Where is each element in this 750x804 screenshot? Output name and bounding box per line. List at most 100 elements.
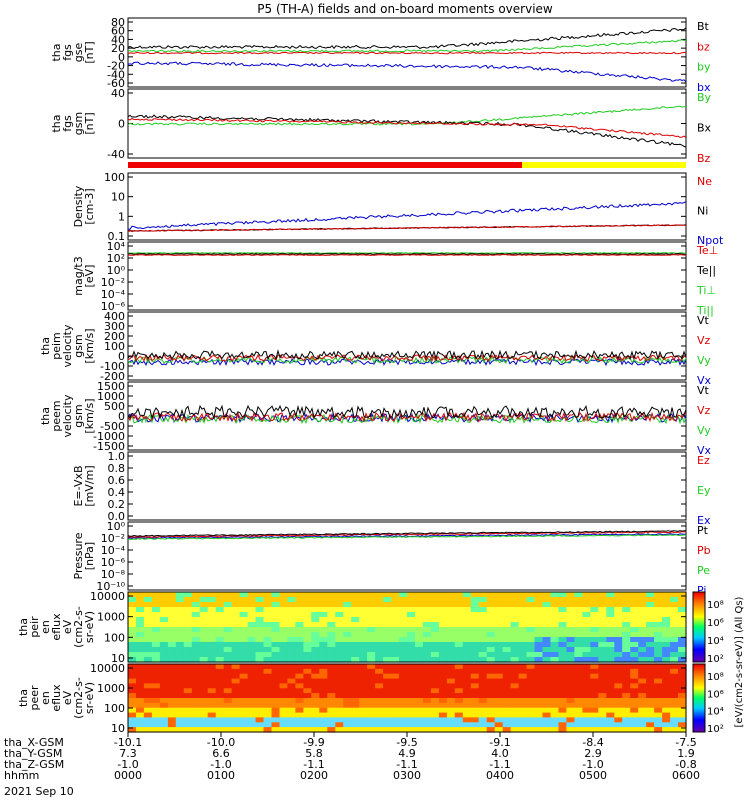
y-axis-label-line: sr-eV) xyxy=(83,682,96,714)
series-line-green xyxy=(127,252,687,254)
x-axis-row-label: hhmm xyxy=(4,769,39,782)
y-axis-label-line: [nT] xyxy=(83,112,96,134)
spectrogram-cells xyxy=(128,664,687,733)
y-tick-label: -200 xyxy=(100,370,125,383)
legend-Vz: Vz xyxy=(697,334,711,347)
y-tick-label: 1000 xyxy=(97,390,125,403)
y-axis-label-line: peem xyxy=(50,400,63,431)
y-axis-label-line: [cm-3] xyxy=(83,188,96,224)
legend-Vt: Vt xyxy=(697,384,710,397)
x-tick-label: -8.4 xyxy=(582,736,603,749)
panel-density: 100 10 1 0.1 Density[cm-3] Ne Ni Npot xyxy=(72,171,724,247)
y-tick-label: 200 xyxy=(104,330,125,343)
y-tick-label: 10⁰ xyxy=(107,520,126,533)
y-tick-label: 0.4 xyxy=(108,486,126,499)
date-label: 2021 Sep 10 xyxy=(4,785,74,798)
series-line-red xyxy=(127,224,687,232)
y-tick-label: 0.2 xyxy=(108,498,126,511)
y-tick-label: 0 xyxy=(118,410,125,423)
legend-Ni: Ni xyxy=(697,205,708,218)
y-tick-label: 10⁻⁴ xyxy=(101,544,126,557)
y-tick-label: -500 xyxy=(100,420,125,433)
y-tick-label: 100 xyxy=(104,340,125,353)
y-tick-label: 10⁻⁴ xyxy=(101,288,126,301)
y-tick-label: 10² xyxy=(107,252,125,265)
legend-Pb: Pb xyxy=(697,544,711,557)
colorbar-lower xyxy=(692,663,706,733)
series-line-blue xyxy=(127,201,687,230)
y-axis-label-line: [nT] xyxy=(83,41,96,63)
y-axis-label-line: [km/s] xyxy=(83,328,96,363)
x-tick-label: -1.1 xyxy=(489,758,510,771)
series-line-blue xyxy=(127,533,686,539)
panel-peer-spectrogram: 10000 1000 100 10 thapeerenefluxeV(cm2-s-sr-… xyxy=(17,662,687,735)
y-axis-label-line: gsm xyxy=(72,334,85,357)
y-tick-label: 0.6 xyxy=(108,474,126,487)
legend-Ti⊥: Ti⊥ xyxy=(696,284,716,297)
y-tick-label: 10⁻⁸ xyxy=(101,568,126,581)
x-tick-label: 5.8 xyxy=(305,747,323,760)
legend-Pi: Pi xyxy=(697,584,706,597)
x-tick-label: 0000 xyxy=(114,769,142,782)
x-tick-label: 4.9 xyxy=(398,747,416,760)
y-tick-label: 10⁻¹⁰ xyxy=(96,580,125,593)
legend-Ex: Ex xyxy=(697,514,711,527)
legend-Bz: Bz xyxy=(697,152,711,165)
y-axis-label-line: gse xyxy=(72,43,85,63)
panel-frame xyxy=(127,311,687,381)
series-line-blue xyxy=(127,61,687,83)
y-axis-label-line: [nPa] xyxy=(83,542,96,570)
x-tick-label: 2.9 xyxy=(584,747,602,760)
y-tick-label: 100 xyxy=(104,631,125,644)
y-tick-label: -1000 xyxy=(93,430,125,443)
y-tick-label: -100 xyxy=(100,360,125,373)
y-axis-label-line: E=-VxB xyxy=(72,465,85,506)
y-tick-label: -20 xyxy=(107,60,125,73)
y-axis-label-line: gsm xyxy=(72,404,85,427)
series-line-blue xyxy=(127,357,687,367)
y-tick-label: 0.0 xyxy=(108,510,126,523)
y-axis-label-line: velocity xyxy=(61,394,74,437)
y-tick-label: 20 xyxy=(111,42,125,55)
x-tick-label: 0300 xyxy=(393,769,421,782)
legend-Te⊥: Te⊥ xyxy=(696,244,718,257)
series-line-red xyxy=(127,254,687,256)
y-axis-label-line: mag/t3 xyxy=(72,256,85,295)
y-axis-label-line: (cm2-s- xyxy=(72,606,85,648)
y-axis-label-line: Pressure xyxy=(72,532,85,579)
y-tick-label: 0 xyxy=(118,51,125,64)
x-tick-label: -10.0 xyxy=(207,736,235,749)
y-axis-label-line: tha xyxy=(17,689,30,707)
y-axis-label-line: peer xyxy=(28,685,41,711)
legend-Ti||: Ti|| xyxy=(696,304,714,317)
mode-bar-yellow xyxy=(522,162,686,168)
y-axis-label-line: eflux xyxy=(50,613,63,641)
legend-Vz: Vz xyxy=(697,404,711,417)
y-tick-label: 400 xyxy=(104,310,125,323)
series-line-black xyxy=(127,114,687,148)
y-axis-label-line: eflux xyxy=(50,684,63,712)
x-axis-row-label: tha_Y-GSM xyxy=(4,747,62,760)
y-axis-label-line: peir xyxy=(28,616,41,638)
y-tick-label: 10⁻² xyxy=(101,532,125,545)
y-axis-label-line: en xyxy=(39,620,52,634)
legend-Npot: Npot xyxy=(697,234,724,247)
y-axis-label: E=-VxB[mV/m] xyxy=(72,465,96,506)
x-axis-row-label: tha_X-GSM xyxy=(4,736,64,749)
y-axis-label-line: fgs xyxy=(61,115,74,132)
colorbar-tick-label: 10² xyxy=(707,724,724,735)
x-tick-label: -10.1 xyxy=(114,736,142,749)
y-tick-label: 1000 xyxy=(97,611,125,624)
y-axis-label-line: fgs xyxy=(61,44,74,61)
y-axis-label-line: tha xyxy=(39,407,52,425)
y-tick-label: 1000 xyxy=(97,682,125,695)
legend-Ey: Ey xyxy=(697,484,711,497)
y-tick-label: 10⁻² xyxy=(101,276,125,289)
y-tick-label: 0 xyxy=(118,350,125,363)
series-line-green xyxy=(127,534,687,540)
x-tick-label: -9.9 xyxy=(303,736,324,749)
x-tick-label: -7.5 xyxy=(675,736,696,749)
